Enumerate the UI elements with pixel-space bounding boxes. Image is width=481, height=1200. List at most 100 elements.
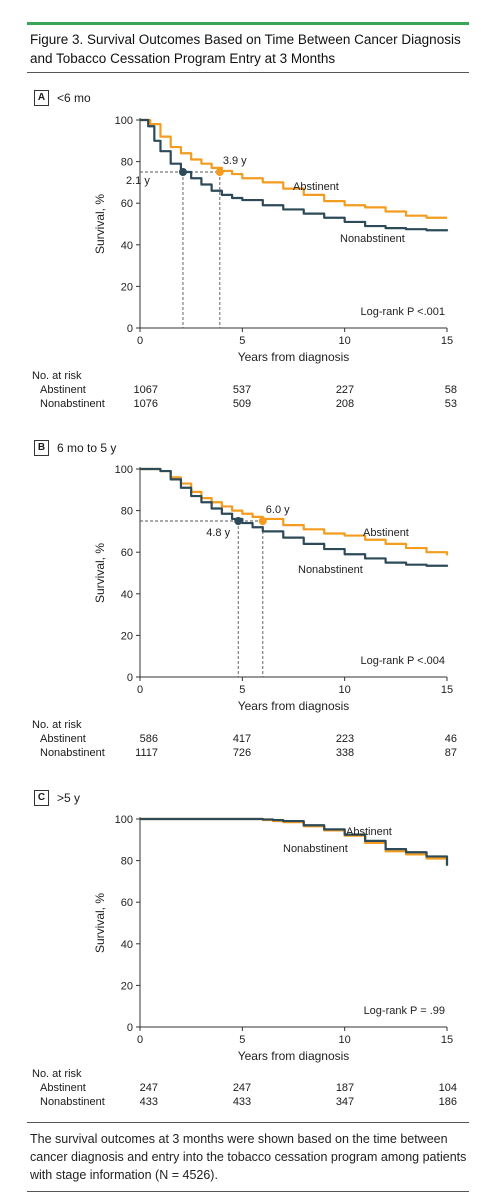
x-tick-label: 15: [441, 335, 453, 347]
risk-value: 53: [444, 398, 457, 410]
risk-header: No. at risk: [32, 1068, 82, 1080]
x-tick-label: 5: [239, 335, 245, 347]
risk-value: 187: [335, 1082, 355, 1094]
bottom-rule: [27, 1191, 469, 1192]
risk-header: No. at risk: [32, 370, 82, 382]
series-label-abstinent: Abstinent: [293, 181, 339, 193]
series-label-nonabstinent: Nonabstinent: [283, 843, 348, 855]
risk-value: 104: [438, 1082, 457, 1094]
series-label-nonabstinent: Nonabstinent: [340, 233, 405, 245]
panel-letter: A: [34, 90, 49, 106]
risk-row-label: Nonabstinent: [40, 1096, 105, 1108]
panel-title: 6 mo to 5 y: [57, 441, 117, 455]
x-tick-label: 10: [339, 1034, 351, 1046]
series-label-abstinent: Abstinent: [363, 527, 409, 539]
risk-value: 433: [232, 1096, 252, 1108]
panel-b-label: B 6 mo to 5 y: [34, 439, 116, 457]
y-tick-label: 60: [121, 897, 133, 909]
y-tick-label: 100: [115, 464, 133, 476]
logrank-annotation: Log-rank P <.001: [361, 306, 446, 318]
risk-value: 46: [444, 733, 457, 745]
y-axis-title: Survival, %: [93, 194, 107, 254]
risk-value: 417: [232, 733, 252, 745]
risk-value: 227: [335, 384, 355, 396]
x-axis-title: Years from diagnosis: [238, 350, 350, 364]
top-accent-rule: [27, 22, 469, 25]
risk-value: 537: [232, 384, 252, 396]
series-line-nonabstinent: [140, 118, 449, 232]
y-tick-label: 80: [121, 157, 133, 169]
risk-row-label: Abstinent: [40, 1082, 86, 1094]
y-tick-label: 80: [121, 506, 133, 518]
risk-header: No. at risk: [32, 719, 82, 731]
median-label: 3.9 y: [223, 155, 247, 167]
y-tick-label: 60: [121, 547, 133, 559]
risk-value: 509: [232, 398, 252, 410]
risk-value: 1067: [133, 384, 158, 396]
x-tick-label: 0: [137, 1034, 143, 1046]
risk-value: 186: [438, 1096, 457, 1108]
risk-value: 1117: [135, 747, 158, 759]
y-tick-label: 0: [127, 323, 133, 335]
risk-row-label: Abstinent: [40, 733, 86, 745]
risk-value: 433: [139, 1096, 158, 1108]
y-tick-label: 20: [121, 281, 133, 293]
median-marker-nonabstinent: [234, 517, 243, 525]
y-tick-label: 0: [127, 1022, 133, 1034]
y-tick-label: 100: [115, 115, 133, 127]
panel-c-label: C >5 y: [34, 789, 80, 807]
panel-letter: B: [34, 440, 49, 456]
figure-title: Figure 3. Survival Outcomes Based on Tim…: [30, 32, 461, 66]
y-tick-label: 20: [121, 630, 133, 642]
risk-value: 247: [232, 1082, 252, 1094]
median-marker-abstinent: [215, 168, 224, 176]
x-tick-label: 15: [441, 684, 453, 696]
panel-title: <6 mo: [57, 91, 91, 105]
y-tick-label: 40: [121, 240, 133, 252]
risk-value: 338: [335, 747, 355, 759]
x-tick-label: 5: [239, 1034, 245, 1046]
risk-row-label: Nonabstinent: [40, 398, 105, 410]
median-label: 2.1 y: [126, 175, 150, 187]
x-tick-label: 0: [137, 684, 143, 696]
median-marker-nonabstinent: [178, 168, 187, 176]
median-label: 6.0 y: [266, 504, 290, 516]
x-axis-title: Years from diagnosis: [238, 1049, 350, 1063]
figure-caption: The survival outcomes at 3 months were s…: [30, 1132, 467, 1182]
risk-value: 87: [444, 747, 457, 759]
x-axis-title: Years from diagnosis: [238, 699, 350, 713]
median-marker-abstinent: [258, 517, 267, 525]
y-tick-label: 0: [127, 672, 133, 684]
x-tick-label: 15: [441, 1034, 453, 1046]
y-tick-label: 60: [121, 198, 133, 210]
x-tick-label: 10: [339, 684, 351, 696]
risk-value: 586: [139, 733, 158, 745]
panel-a-label: A <6 mo: [34, 89, 91, 107]
risk-value: 347: [335, 1096, 355, 1108]
risk-value: 726: [232, 747, 252, 759]
x-tick-label: 5: [239, 684, 245, 696]
risk-value: 208: [335, 398, 355, 410]
risk-value: 1076: [133, 398, 158, 410]
panel-title: >5 y: [57, 791, 81, 805]
x-tick-label: 0: [137, 335, 143, 347]
median-label: 4.8 y: [206, 527, 230, 539]
series-label-nonabstinent: Nonabstinent: [298, 564, 363, 576]
y-tick-label: 20: [121, 980, 133, 992]
x-tick-label: 10: [339, 335, 351, 347]
title-rule: [27, 72, 469, 73]
series-label-abstinent: Abstinent: [346, 826, 392, 838]
y-tick-label: 100: [115, 814, 133, 826]
logrank-annotation: Log-rank P <.004: [361, 655, 446, 667]
y-axis-title: Survival, %: [93, 893, 107, 953]
series-line-nonabstinent: [140, 467, 449, 567]
panel-letter: C: [34, 790, 49, 806]
risk-row-label: Nonabstinent: [40, 747, 105, 759]
series-line-nonabstinent: [140, 817, 449, 866]
y-tick-label: 40: [121, 939, 133, 951]
risk-row-label: Abstinent: [40, 384, 86, 396]
caption-rule: [27, 1122, 469, 1123]
